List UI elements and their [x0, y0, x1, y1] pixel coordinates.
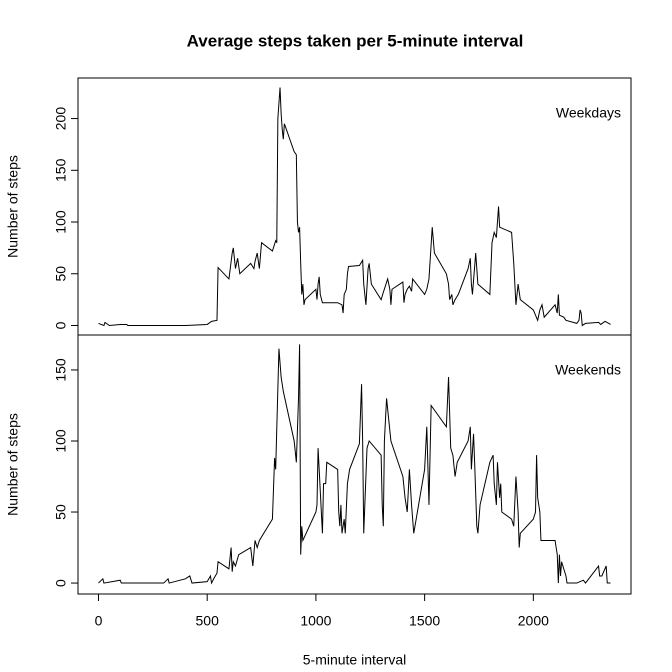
line [98, 344, 611, 585]
x-tick-label: 500 [196, 613, 220, 629]
y-tick-label: 100 [53, 210, 69, 234]
x-axis-label: 5-minute interval [303, 652, 407, 668]
y-tick-label: 100 [53, 429, 69, 453]
y-tick-label: 150 [53, 158, 69, 182]
x-tick-label: 1500 [409, 613, 440, 629]
plot-frame [77, 334, 632, 595]
x-tick-label: 1000 [300, 613, 331, 629]
y-axis-label: Number of steps [5, 155, 21, 258]
y-tick-label: 50 [53, 266, 69, 282]
chart-title: Average steps taken per 5-minute interva… [187, 31, 524, 50]
plot-frame [77, 77, 632, 336]
y-tick-label: 50 [53, 504, 69, 520]
line [98, 87, 611, 327]
y-tick-label: 0 [53, 321, 69, 329]
y-axis-label: Number of steps [5, 413, 21, 516]
x-tick-label: 0 [95, 613, 103, 629]
x-tick-label: 2000 [518, 613, 549, 629]
panel-label: Weekends [555, 362, 621, 378]
y-tick-label: 0 [53, 579, 69, 587]
panel-label: Weekdays [556, 105, 621, 121]
y-tick-label: 150 [53, 358, 69, 382]
y-tick-label: 200 [53, 107, 69, 131]
